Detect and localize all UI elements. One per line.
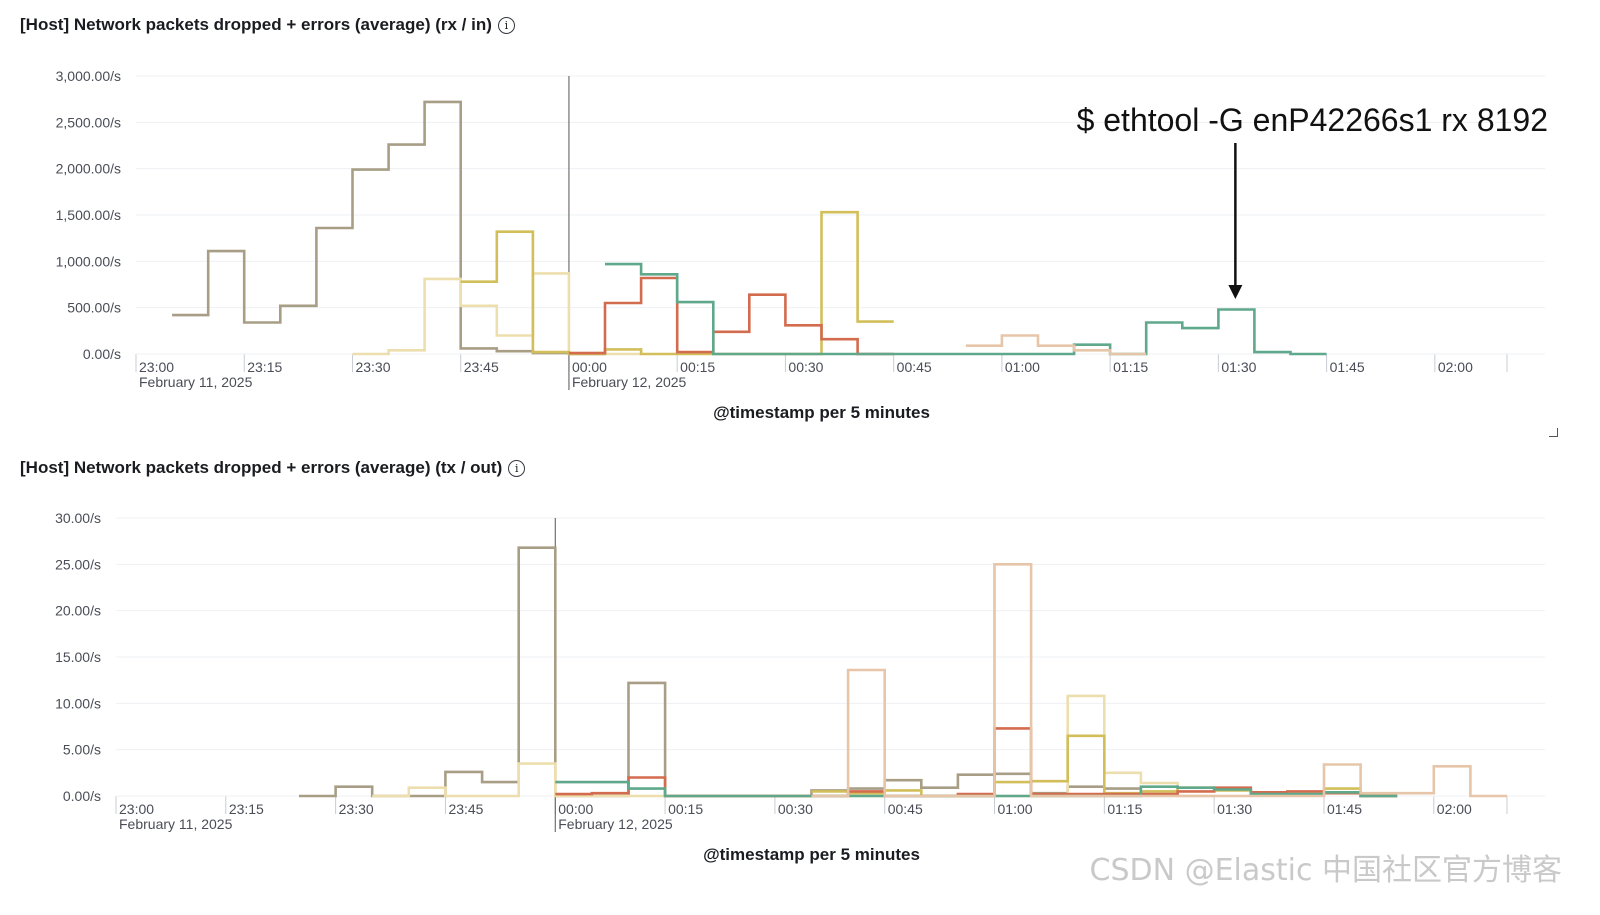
rx-chart[interactable]: 3,000.00/s 2,500.00/s 2,000.00/s 1,500.00/s… xyxy=(0,0,1600,445)
x-axis-title: @timestamp per 5 minutes xyxy=(703,845,920,864)
y-tick-label: 15.00/s xyxy=(55,649,101,665)
chart-title: [Host] Network packets dropped + errors … xyxy=(20,458,503,477)
x-tick-label: 01:15 xyxy=(1113,359,1148,375)
y-tick-label: 0.00/s xyxy=(63,788,101,804)
x-tick-label: 02:00 xyxy=(1437,801,1472,817)
series-line-4 xyxy=(568,276,894,356)
arrow-down-icon xyxy=(1228,285,1243,299)
series-line-3 xyxy=(460,210,894,356)
x-tick-label: 00:45 xyxy=(897,359,932,375)
y-tick-label: 1,000.00/s xyxy=(56,253,121,269)
x-tick-label: 01:15 xyxy=(1107,801,1142,817)
y-tick-label: 1,500.00/s xyxy=(56,207,121,223)
info-icon[interactable]: i xyxy=(497,17,515,34)
x-tick-label: 23:45 xyxy=(464,359,499,375)
y-tick-label: 10.00/s xyxy=(55,695,101,711)
y-tick-label: 25.00/s xyxy=(55,556,101,572)
series-line-3 xyxy=(811,734,1398,798)
x-tick-label: 23:30 xyxy=(339,801,374,817)
x-tick-label: 00:30 xyxy=(778,801,813,817)
x-tick-label: 23:15 xyxy=(229,801,264,817)
x-tick-label: 01:45 xyxy=(1327,801,1362,817)
x-axis-title: @timestamp per 5 minutes xyxy=(713,403,930,422)
x-tick-label: 00:00 xyxy=(558,801,593,817)
chart-panel-tx: [Host] Network packets dropped + errors … xyxy=(0,445,1600,915)
panel-title: [Host] Network packets dropped + errors … xyxy=(20,15,515,35)
x-date-label: February 11, 2025 xyxy=(139,374,253,390)
y-tick-label: 2,500.00/s xyxy=(56,114,121,130)
chart-title: [Host] Network packets dropped + errors … xyxy=(20,15,492,34)
x-tick-label: 00:00 xyxy=(572,359,607,375)
series-line-5 xyxy=(605,262,1327,356)
y-tick-label: 2,000.00/s xyxy=(56,161,121,177)
watermark: CSDN @Elastic 中国社区官方博客 xyxy=(1089,853,1563,888)
y-tick-label: 0.00/s xyxy=(83,346,121,362)
x-tick-label: 00:45 xyxy=(888,801,923,817)
resize-handle-icon[interactable] xyxy=(1549,428,1558,437)
tx-chart[interactable]: 30.00/s 25.00/s 20.00/s 15.00/s 10.00/s 5.00/… xyxy=(0,445,1600,915)
x-tick-label: 23:45 xyxy=(448,801,483,817)
series-line-6 xyxy=(965,334,1147,356)
x-tick-label: 01:30 xyxy=(1221,359,1256,375)
x-tick-label: 00:15 xyxy=(680,359,715,375)
series-line-2 xyxy=(352,272,642,356)
x-date-label: February 12, 2025 xyxy=(558,816,673,832)
x-tick-label: 01:30 xyxy=(1217,801,1252,817)
info-icon[interactable]: i xyxy=(508,460,526,477)
x-tick-label: 01:00 xyxy=(1005,359,1040,375)
x-tick-label: 02:00 xyxy=(1438,359,1473,375)
annotation-text: $ ethtool -G enP42266s1 rx 8192 xyxy=(1077,102,1548,138)
y-tick-label: 30.00/s xyxy=(55,510,101,526)
y-tick-label: 500.00/s xyxy=(67,300,121,316)
panel-title: [Host] Network packets dropped + errors … xyxy=(20,458,526,478)
y-tick-label: 20.00/s xyxy=(55,603,101,619)
x-tick-label: 00:30 xyxy=(788,359,823,375)
x-tick-label: 23:00 xyxy=(119,801,154,817)
series-line-4 xyxy=(555,727,1398,798)
x-tick-label: 01:00 xyxy=(998,801,1033,817)
series-line-1 xyxy=(299,546,1141,798)
series-line-1 xyxy=(172,100,605,356)
x-tick-label: 23:00 xyxy=(139,359,174,375)
series-line-6 xyxy=(811,563,1507,798)
series-line-2 xyxy=(372,694,1215,798)
x-tick-label: 23:15 xyxy=(247,359,282,375)
x-date-label: February 12, 2025 xyxy=(572,374,687,390)
y-tick-label: 5.00/s xyxy=(63,742,101,758)
x-date-label: February 11, 2025 xyxy=(119,816,233,832)
x-tick-label: 01:45 xyxy=(1330,359,1365,375)
y-tick-label: 3,000.00/s xyxy=(56,68,121,84)
chart-panel-rx: [Host] Network packets dropped + errors … xyxy=(0,0,1600,445)
x-tick-label: 23:30 xyxy=(355,359,390,375)
x-tick-label: 00:15 xyxy=(668,801,703,817)
